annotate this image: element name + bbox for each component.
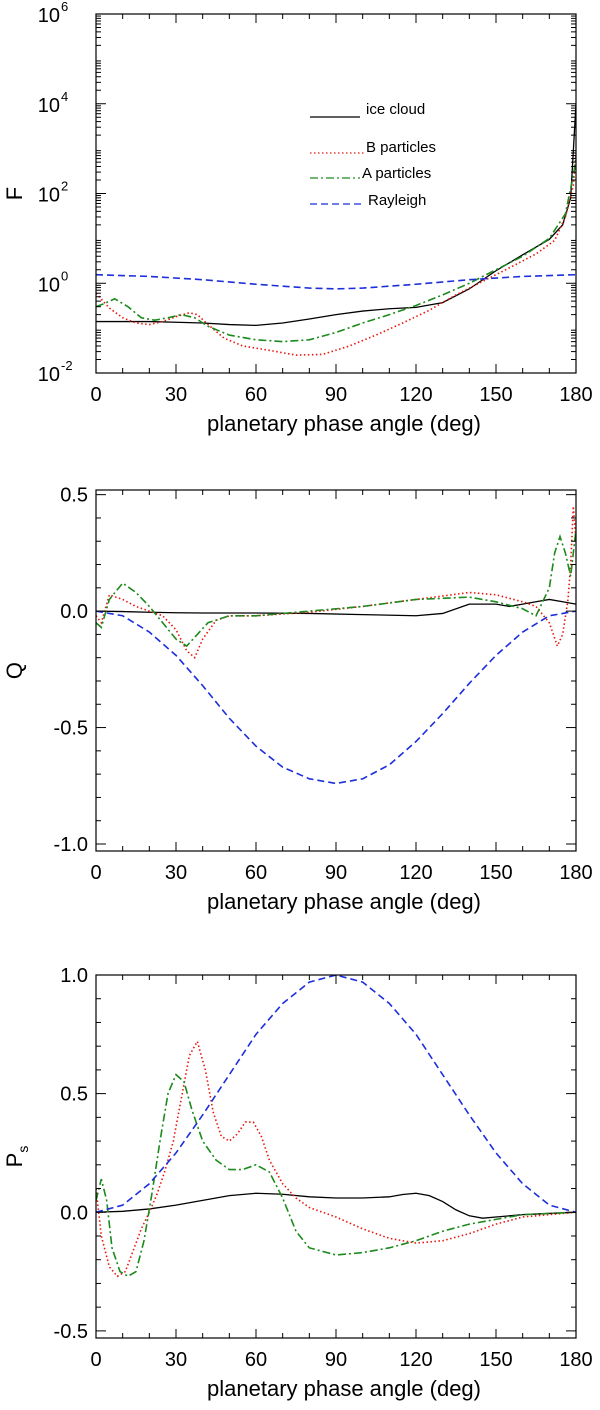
series-line-a-particles (96, 158, 576, 343)
y-tick-label: -0.5 (54, 718, 88, 740)
y-tick-label: 10 (38, 364, 60, 386)
y-tick-label: 0.0 (60, 601, 88, 623)
y-tick-exponent: 0 (61, 268, 68, 283)
x-tick-label: 30 (165, 384, 187, 406)
plot-frame (95, 974, 577, 1339)
panel-q: 0 30 60 90 120 150 180 -1.0 -0.5 0.0 0.5 planetary … (2, 485, 593, 914)
y-tick-label: 10 (38, 95, 60, 117)
series-line-a-particles (96, 1073, 576, 1278)
x-tick-label: 180 (559, 1349, 592, 1371)
y-tick-exponent: 4 (61, 89, 68, 104)
x-tick-label: 0 (90, 862, 101, 884)
y-tick-label: -1.0 (54, 834, 88, 856)
y-tick-label: -0.5 (54, 1321, 88, 1343)
legend: ice cloud B particles A particles Rayleigh (310, 101, 436, 209)
x-tick-label: 30 (165, 862, 187, 884)
x-tick-label: 60 (245, 384, 267, 406)
x-tick-label: 120 (399, 384, 432, 406)
legend-label: B particles (366, 139, 436, 156)
plot-frame (95, 13, 577, 374)
x-tick-label: 90 (325, 862, 347, 884)
x-tick-label: 60 (245, 1349, 267, 1371)
series-line-ice-cloud (96, 1192, 576, 1219)
y-tick-label: 0.5 (60, 1084, 88, 1106)
series-line-b-particles (96, 152, 576, 356)
x-axis-title: planetary phase angle (deg) (207, 1376, 481, 1401)
x-axis-title: planetary phase angle (deg) (207, 889, 481, 914)
x-tick-label: 180 (559, 862, 592, 884)
legend-label: ice cloud (366, 101, 425, 118)
x-tick-label: 180 (559, 384, 592, 406)
series-line-b-particles (96, 1039, 576, 1278)
y-tick-label: 1.0 (60, 965, 88, 987)
series-line-rayleigh (96, 610, 576, 785)
x-tick-label: 60 (245, 862, 267, 884)
series-line-a-particles (96, 529, 576, 648)
y-axis-title: Q (2, 662, 27, 679)
x-axis-title: planetary phase angle (deg) (207, 411, 481, 436)
panel-polarization: 0 30 60 90 120 150 180 -0.5 0.0 0.5 1.0 planetary p… (2, 965, 593, 1401)
y-tick-label: 0.5 (60, 485, 88, 507)
x-tick-label: 120 (399, 1349, 432, 1371)
x-tick-label: 90 (325, 1349, 347, 1371)
series-line-rayleigh (96, 273, 576, 290)
y-tick-label: 0.0 (60, 1202, 88, 1224)
x-tick-label: 0 (90, 384, 101, 406)
y-tick-label: 10 (38, 274, 60, 296)
x-tick-label: 30 (165, 1349, 187, 1371)
legend-label: Rayleigh (368, 192, 426, 209)
x-tick-label: 150 (479, 862, 512, 884)
x-tick-label: 150 (479, 384, 512, 406)
y-tick-exponent: 6 (61, 0, 68, 14)
plot-frame (95, 489, 577, 852)
y-axis-title: Ps (2, 1146, 31, 1168)
series-line-b-particles (96, 506, 576, 660)
x-tick-label: 120 (399, 862, 432, 884)
y-tick-exponent: -2 (61, 358, 73, 373)
y-tick-exponent: 2 (61, 179, 68, 194)
series-line-rayleigh (96, 975, 576, 1214)
legend-label: A particles (362, 165, 431, 182)
y-axis-title: F (2, 187, 27, 200)
x-tick-label: 0 (90, 1349, 101, 1371)
x-tick-label: 90 (325, 384, 347, 406)
y-tick-label: 10 (38, 185, 60, 207)
y-tick-label: 10 (38, 5, 60, 27)
x-tick-label: 150 (479, 1349, 512, 1371)
series-line-ice-cloud (96, 103, 576, 327)
series-line-ice-cloud (96, 598, 576, 617)
